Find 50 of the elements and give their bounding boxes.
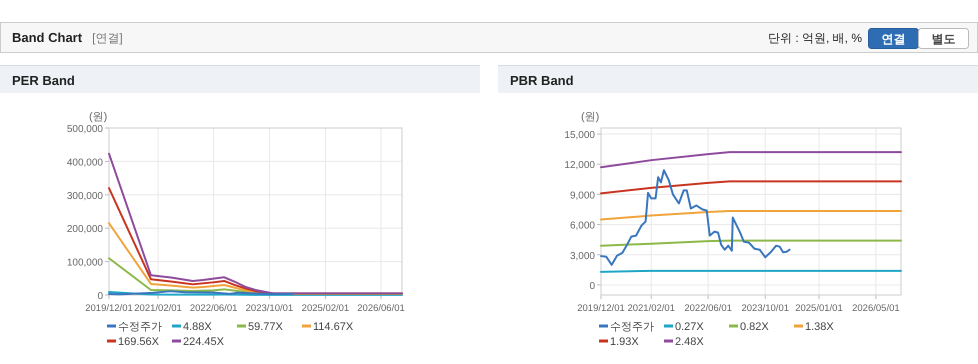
x-tick-label: 2022/06/01: [190, 303, 238, 314]
line-series: [600, 169, 791, 266]
y-tick-label: 9,000: [570, 190, 596, 202]
y-tick-label: 400,000: [66, 157, 104, 168]
y-tick-label: 0: [589, 280, 596, 292]
text: Band Chart: [12, 30, 83, 45]
line-series: [108, 152, 403, 294]
x-tick-label: 2022/06/01: [684, 303, 732, 314]
text: 단위 : 억원, 배, %: [768, 31, 862, 45]
x-tick-label: 2021/02/01: [134, 303, 182, 314]
legend-label: 4.88X: [183, 321, 212, 333]
y-axis-title: (원): [89, 111, 108, 123]
legend-label: 수정주가: [610, 321, 654, 333]
y-tick-label: 300,000: [66, 190, 104, 202]
y-tick-label: 500,000: [66, 124, 104, 135]
x-tick-label: 2023/10/01: [741, 303, 790, 314]
legend-label: 114.67X: [313, 321, 354, 333]
y-tick-label: 100,000: [66, 258, 104, 269]
x-tick-label: 2025/02/01: [302, 303, 350, 314]
legend-label: 0.27X: [675, 321, 704, 333]
chart-title: PER Band: [12, 73, 75, 88]
legend-label: 59.77X: [248, 321, 284, 333]
y-tick-label: 6,000: [570, 220, 596, 232]
x-tick-label: 2019/12/01: [577, 303, 625, 314]
chart-title: PBR Band: [510, 73, 574, 88]
line-series: [600, 151, 902, 168]
legend-label: 1.38X: [805, 321, 834, 333]
text: [연결]: [92, 31, 123, 45]
line-series: [600, 210, 902, 221]
y-tick-label: 3,000: [570, 250, 596, 262]
legend-label: 0.82X: [740, 321, 770, 333]
y-tick-label: 15,000: [564, 130, 596, 142]
legend-label: 수정주가: [118, 321, 162, 333]
x-tick-label: 2025/01/01: [795, 303, 843, 314]
text: 연결: [882, 32, 906, 46]
x-tick-label: 2021/02/01: [627, 303, 675, 314]
y-tick-label: 0: [97, 291, 104, 302]
text: 별도: [932, 32, 956, 46]
x-tick-label: 2019/12/01: [85, 303, 133, 314]
legend-label: 169.56X: [118, 336, 160, 348]
x-tick-label: 2026/06/01: [357, 303, 405, 314]
x-tick-label: 2023/10/01: [246, 303, 294, 314]
y-tick-label: 200,000: [66, 224, 104, 236]
x-tick-label: 2026/05/01: [852, 303, 900, 314]
legend-label: 1.93X: [610, 336, 640, 348]
y-tick-label: 12,000: [564, 160, 596, 172]
legend-label: 224.45X: [183, 336, 225, 348]
line-series: [600, 180, 902, 194]
y-axis-title: (원): [581, 111, 600, 123]
legend-label: 2.48X: [675, 336, 704, 348]
